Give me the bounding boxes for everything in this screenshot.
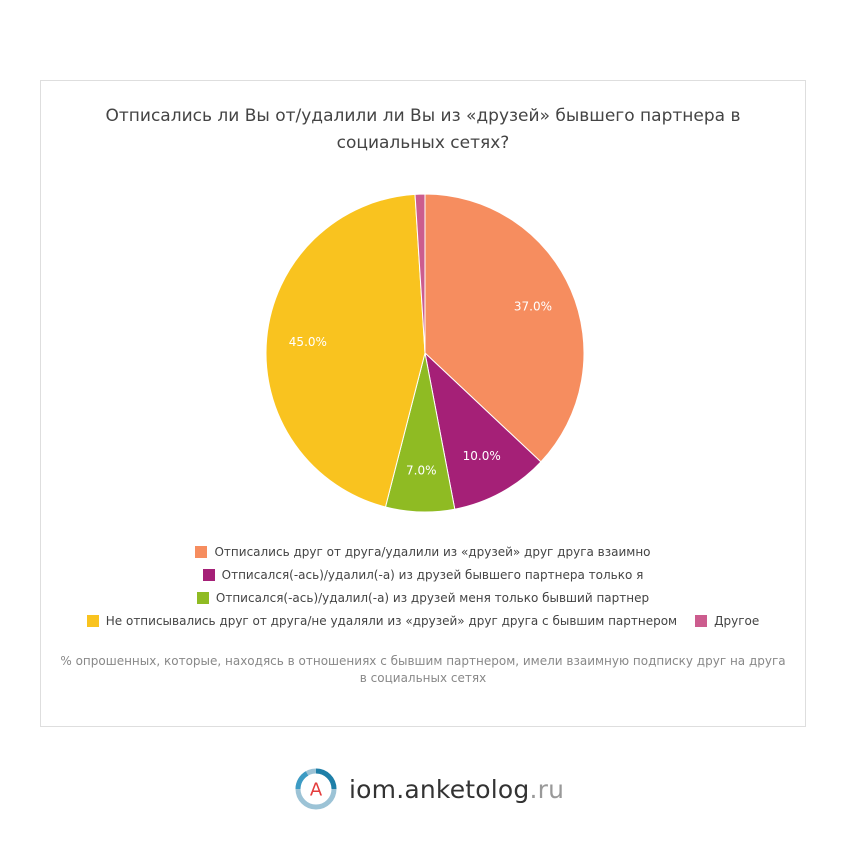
- pie-data-label-2: 7.0%: [406, 464, 437, 478]
- legend-label: Другое: [714, 614, 760, 628]
- legend-item-mutual[interactable]: Отписались друг от друга/удалили из «дру…: [195, 544, 651, 560]
- chart-card: Отписались ли Вы от/удалили ли Вы из «др…: [40, 80, 806, 727]
- legend-label: Отписался(-ась)/удалил(-а) из друзей быв…: [221, 568, 644, 582]
- legend-row-4: Не отписывались друг от друга/не удаляли…: [41, 613, 805, 629]
- pie-data-label-0: 37.0%: [514, 299, 552, 313]
- brand-name: iom.anketolog.ru: [349, 775, 564, 804]
- legend-swatch: [86, 615, 99, 627]
- logo-letter: A: [310, 780, 323, 801]
- pie-slice-1[interactable]: [424, 351, 542, 510]
- legend-swatch: [695, 615, 708, 627]
- legend-item-not-unfollowed[interactable]: Не отписывались друг от друга/не удаляли…: [86, 613, 678, 629]
- legend-label: Отписался(-ась)/удалил(-а) из друзей мен…: [215, 591, 650, 605]
- pie-data-label-3: 45.0%: [289, 335, 327, 349]
- legend-swatch: [195, 546, 208, 558]
- pie-data-label-1: 10.0%: [463, 449, 501, 463]
- chart-footnote: % опрошенных, которые, находясь в отноше…: [60, 654, 786, 685]
- legend-swatch: [202, 569, 215, 581]
- legend-row-3: Отписался(-ась)/удалил(-а) из друзей мен…: [41, 590, 805, 606]
- pie-chart: 37.0% 10.0% 7.0% 45.0%: [265, 193, 585, 513]
- brand-domain: iom.anketolog: [349, 774, 530, 804]
- anketolog-logo-icon: A: [295, 768, 337, 810]
- pie-slice-3[interactable]: [265, 193, 426, 508]
- legend-item-only-partner[interactable]: Отписался(-ась)/удалил(-а) из друзей мен…: [196, 590, 650, 606]
- legend-swatch: [196, 592, 209, 604]
- legend-row-1: Отписались друг от друга/удалили из «дру…: [41, 544, 805, 560]
- legend-label: Не отписывались друг от друга/не удаляли…: [105, 614, 678, 628]
- pie-slice-4[interactable]: [414, 193, 426, 354]
- legend-item-only-me[interactable]: Отписался(-ась)/удалил(-а) из друзей быв…: [202, 567, 644, 583]
- brand-logo[interactable]: A iom.anketolog.ru: [293, 766, 564, 812]
- pie-slice-0[interactable]: [424, 193, 585, 463]
- legend-row-2: Отписался(-ась)/удалил(-а) из друзей быв…: [41, 567, 805, 583]
- legend-item-other[interactable]: Другое: [695, 613, 759, 629]
- legend-label: Отписались друг от друга/удалили из «дру…: [214, 545, 651, 559]
- chart-title: Отписались ли Вы от/удалили ли Вы из «др…: [105, 106, 741, 153]
- brand-tld: .ru: [529, 774, 565, 804]
